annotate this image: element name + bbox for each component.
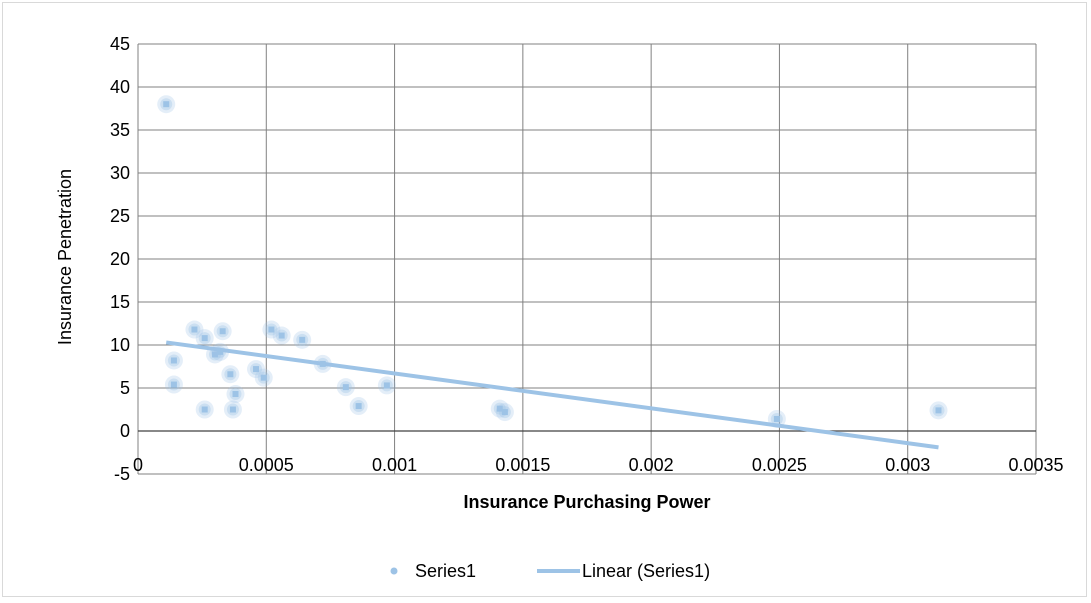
data-point	[164, 375, 183, 394]
data-point	[349, 397, 368, 416]
y-tick-label: -5	[114, 464, 130, 484]
x-tick-label: 0.0035	[1008, 455, 1063, 475]
legend: Series1 Linear (Series1)	[390, 561, 710, 581]
y-tick-label: 0	[120, 421, 130, 441]
y-tick-label: 5	[120, 378, 130, 398]
scatter-chart: 0 0.0005 0.001 0.0015 0.002 0.0025 0.003 0.0035…	[55, 34, 1064, 581]
data-point	[272, 326, 291, 345]
y-tick-label: 20	[110, 249, 130, 269]
y-tick-label: 45	[110, 34, 130, 54]
y-axis-title: Insurance Penetration	[55, 169, 75, 345]
x-tick-label: 0.003	[885, 455, 930, 475]
data-point	[929, 401, 948, 420]
data-point	[157, 95, 176, 114]
data-point	[313, 354, 332, 373]
tick-labels: 0 0.0005 0.001 0.0015 0.002 0.0025 0.003 0.0035…	[110, 34, 1064, 484]
data-point	[336, 378, 355, 397]
data-point	[293, 330, 312, 349]
data-point	[195, 329, 214, 348]
data-point	[164, 351, 183, 370]
y-tick-label: 25	[110, 206, 130, 226]
gridlines	[137, 43, 1037, 475]
legend-label-series1: Series1	[415, 561, 476, 581]
x-axis-title: Insurance Purchasing Power	[463, 492, 710, 512]
data-point	[185, 320, 204, 339]
trendline-layer	[165, 340, 939, 450]
x-tick-label: 0	[133, 455, 143, 475]
y-tick-label: 10	[110, 335, 130, 355]
y-tick-label: 15	[110, 292, 130, 312]
x-tick-label: 0.001	[372, 455, 417, 475]
data-point	[767, 409, 786, 428]
legend-marker-series1	[390, 567, 398, 575]
data-point	[495, 403, 514, 422]
data-point	[221, 365, 240, 384]
data-point	[254, 368, 273, 387]
trendline	[165, 340, 939, 450]
data-point	[262, 320, 281, 339]
legend-label-trendline: Linear (Series1)	[582, 561, 710, 581]
x-tick-label: 0.0025	[752, 455, 807, 475]
y-tick-label: 35	[110, 120, 130, 140]
data-point	[211, 342, 230, 361]
data-point	[377, 376, 396, 395]
y-tick-label: 40	[110, 77, 130, 97]
y-tick-label: 30	[110, 163, 130, 183]
x-tick-label: 0.0015	[495, 455, 550, 475]
data-point	[213, 322, 232, 341]
x-tick-label: 0.0005	[239, 455, 294, 475]
data-point	[247, 360, 266, 379]
data-points	[157, 95, 948, 428]
data-point	[226, 385, 245, 404]
data-point	[195, 400, 214, 419]
x-tick-label: 0.002	[629, 455, 674, 475]
data-point	[223, 400, 242, 419]
